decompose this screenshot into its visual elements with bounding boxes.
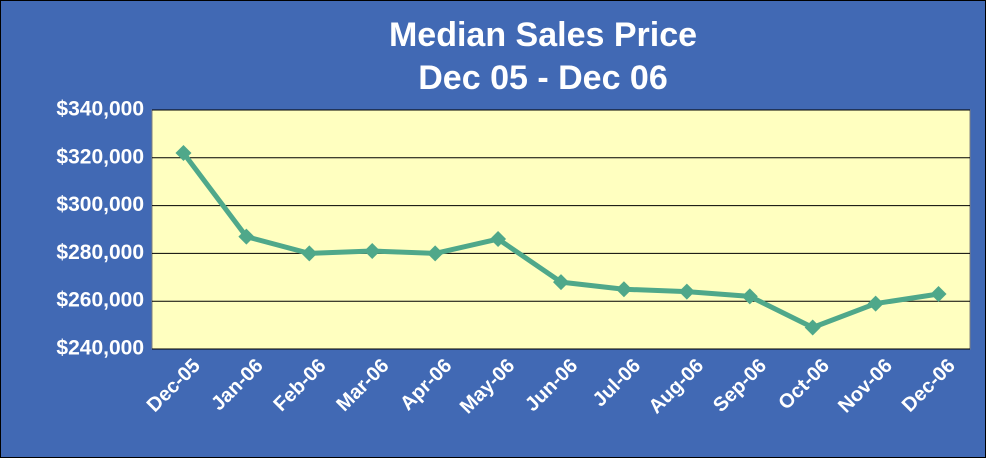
marker bbox=[301, 245, 318, 262]
marker bbox=[930, 286, 947, 303]
marker bbox=[427, 245, 444, 262]
marker bbox=[238, 228, 255, 245]
marker bbox=[867, 295, 884, 312]
y-tick-label: $340,000 bbox=[56, 98, 144, 121]
marker bbox=[615, 281, 632, 298]
marker bbox=[175, 145, 192, 162]
marker bbox=[364, 243, 381, 260]
plot-area bbox=[151, 109, 971, 350]
marker bbox=[553, 274, 569, 291]
y-tick-label: $280,000 bbox=[56, 241, 144, 264]
y-tick-label: $240,000 bbox=[56, 337, 144, 360]
chart-subtitle: Dec 05 - Dec 06 bbox=[418, 59, 668, 97]
y-tick-label: $260,000 bbox=[56, 289, 144, 312]
marker bbox=[490, 231, 507, 248]
marker bbox=[804, 319, 821, 336]
chart-title: Median Sales Price bbox=[389, 16, 697, 54]
marker bbox=[678, 283, 695, 300]
marker bbox=[741, 288, 758, 305]
y-tick-label: $300,000 bbox=[56, 193, 144, 216]
y-tick-label: $320,000 bbox=[56, 145, 144, 168]
